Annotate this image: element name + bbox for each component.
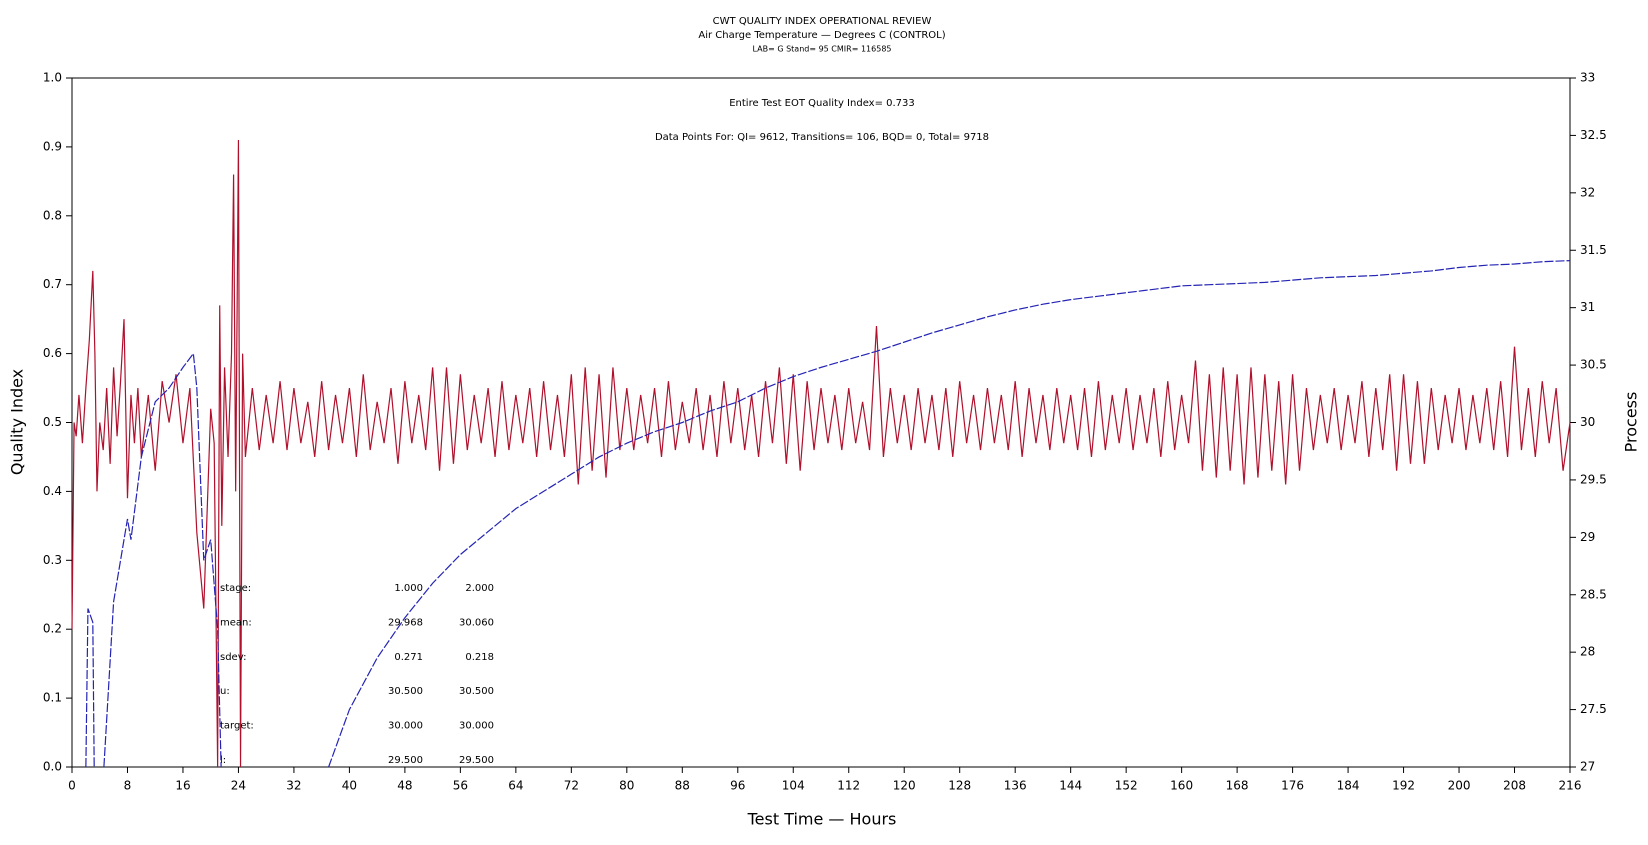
chart-caption: LAB= G Stand= 95 CMIR= 116585 bbox=[752, 45, 891, 54]
y2-tick-label: 28 bbox=[1580, 645, 1595, 659]
y2-tick-label: 31.5 bbox=[1580, 243, 1607, 257]
stat-value: 29.968 bbox=[388, 617, 423, 628]
y2-tick-label: 30 bbox=[1580, 415, 1595, 429]
y2-tick-label: 27 bbox=[1580, 760, 1595, 774]
x-tick-label: 80 bbox=[619, 779, 634, 793]
x-tick-label: 88 bbox=[675, 779, 690, 793]
y-tick-label: 0.0 bbox=[43, 760, 62, 774]
x-tick-label: 152 bbox=[1115, 779, 1138, 793]
y-tick-label: 0.2 bbox=[43, 622, 62, 636]
stat-label: target: bbox=[220, 721, 254, 732]
stat-value: 1.000 bbox=[394, 583, 423, 594]
stat-label: l: bbox=[220, 755, 226, 766]
x-tick-label: 168 bbox=[1226, 779, 1249, 793]
y-tick-label: 0.5 bbox=[43, 415, 62, 429]
y2-tick-label: 29 bbox=[1580, 530, 1595, 544]
annotation: Data Points For: QI= 9612, Transitions= … bbox=[655, 132, 989, 143]
stat-value: 2.000 bbox=[465, 583, 494, 594]
y2-tick-label: 29.5 bbox=[1580, 472, 1607, 486]
y-axis-label: Quality Index bbox=[8, 369, 27, 475]
x-tick-label: 8 bbox=[124, 779, 132, 793]
y2-tick-label: 32.5 bbox=[1580, 128, 1607, 142]
stat-value: 0.218 bbox=[465, 652, 494, 663]
stat-label: mean: bbox=[220, 617, 252, 628]
x-tick-label: 192 bbox=[1392, 779, 1415, 793]
x-tick-label: 56 bbox=[453, 779, 468, 793]
x-tick-label: 208 bbox=[1503, 779, 1526, 793]
stat-value: 29.500 bbox=[388, 755, 423, 766]
stat-value: 0.271 bbox=[394, 652, 423, 663]
plot-frame bbox=[71, 77, 1571, 768]
stat-value: 29.500 bbox=[459, 755, 494, 766]
x-tick-label: 96 bbox=[730, 779, 745, 793]
x-tick-label: 112 bbox=[837, 779, 860, 793]
y2-tick-label: 32 bbox=[1580, 185, 1595, 199]
x-tick-label: 120 bbox=[893, 779, 916, 793]
y2-tick-label: 30.5 bbox=[1580, 358, 1607, 372]
x-tick-label: 72 bbox=[564, 779, 579, 793]
stat-label: u: bbox=[220, 686, 230, 697]
x-tick-label: 176 bbox=[1281, 779, 1304, 793]
y2-axis-label: Process bbox=[1622, 392, 1641, 453]
y-tick-label: 0.3 bbox=[43, 553, 62, 567]
y2-tick-label: 27.5 bbox=[1580, 702, 1607, 716]
y2-tick-label: 31 bbox=[1580, 300, 1595, 314]
x-tick-label: 16 bbox=[175, 779, 190, 793]
series-line bbox=[71, 140, 1571, 768]
x-tick-label: 48 bbox=[397, 779, 412, 793]
x-tick-label: 64 bbox=[508, 779, 523, 793]
y2-tick-label: 28.5 bbox=[1580, 587, 1607, 601]
series-line bbox=[85, 259, 1571, 768]
stat-value: 30.500 bbox=[459, 686, 494, 697]
x-tick-label: 0 bbox=[68, 779, 76, 793]
stat-value: 30.000 bbox=[459, 721, 494, 732]
y-tick-label: 0.1 bbox=[43, 691, 62, 705]
annotation: Entire Test EOT Quality Index= 0.733 bbox=[729, 98, 915, 109]
y-tick-label: 0.6 bbox=[43, 346, 62, 360]
x-tick-label: 40 bbox=[342, 779, 357, 793]
y-tick-label: 0.4 bbox=[43, 484, 62, 498]
y-tick-label: 1.0 bbox=[43, 71, 62, 85]
x-tick-label: 104 bbox=[782, 779, 805, 793]
x-axis-label: Test Time — Hours bbox=[747, 810, 897, 829]
stat-label: stage: bbox=[220, 583, 251, 594]
stat-value: 30.060 bbox=[459, 617, 494, 628]
x-tick-label: 128 bbox=[948, 779, 971, 793]
x-tick-label: 216 bbox=[1559, 779, 1582, 793]
stat-value: 30.500 bbox=[388, 686, 423, 697]
y2-tick-label: 33 bbox=[1580, 71, 1595, 85]
x-tick-label: 160 bbox=[1170, 779, 1193, 793]
x-tick-label: 144 bbox=[1059, 779, 1082, 793]
chart-title: CWT QUALITY INDEX OPERATIONAL REVIEW bbox=[713, 16, 932, 27]
x-tick-label: 24 bbox=[231, 779, 246, 793]
y-tick-label: 0.9 bbox=[43, 139, 62, 153]
x-tick-label: 200 bbox=[1448, 779, 1471, 793]
x-tick-label: 32 bbox=[286, 779, 301, 793]
x-tick-label: 184 bbox=[1337, 779, 1360, 793]
y-tick-label: 0.7 bbox=[43, 277, 62, 291]
stat-label: sdev: bbox=[220, 652, 246, 663]
stat-value: 30.000 bbox=[388, 721, 423, 732]
y-tick-label: 0.8 bbox=[43, 208, 62, 222]
x-tick-label: 136 bbox=[1004, 779, 1027, 793]
chart-subtitle: Air Charge Temperature — Degrees C (CONT… bbox=[698, 30, 945, 41]
